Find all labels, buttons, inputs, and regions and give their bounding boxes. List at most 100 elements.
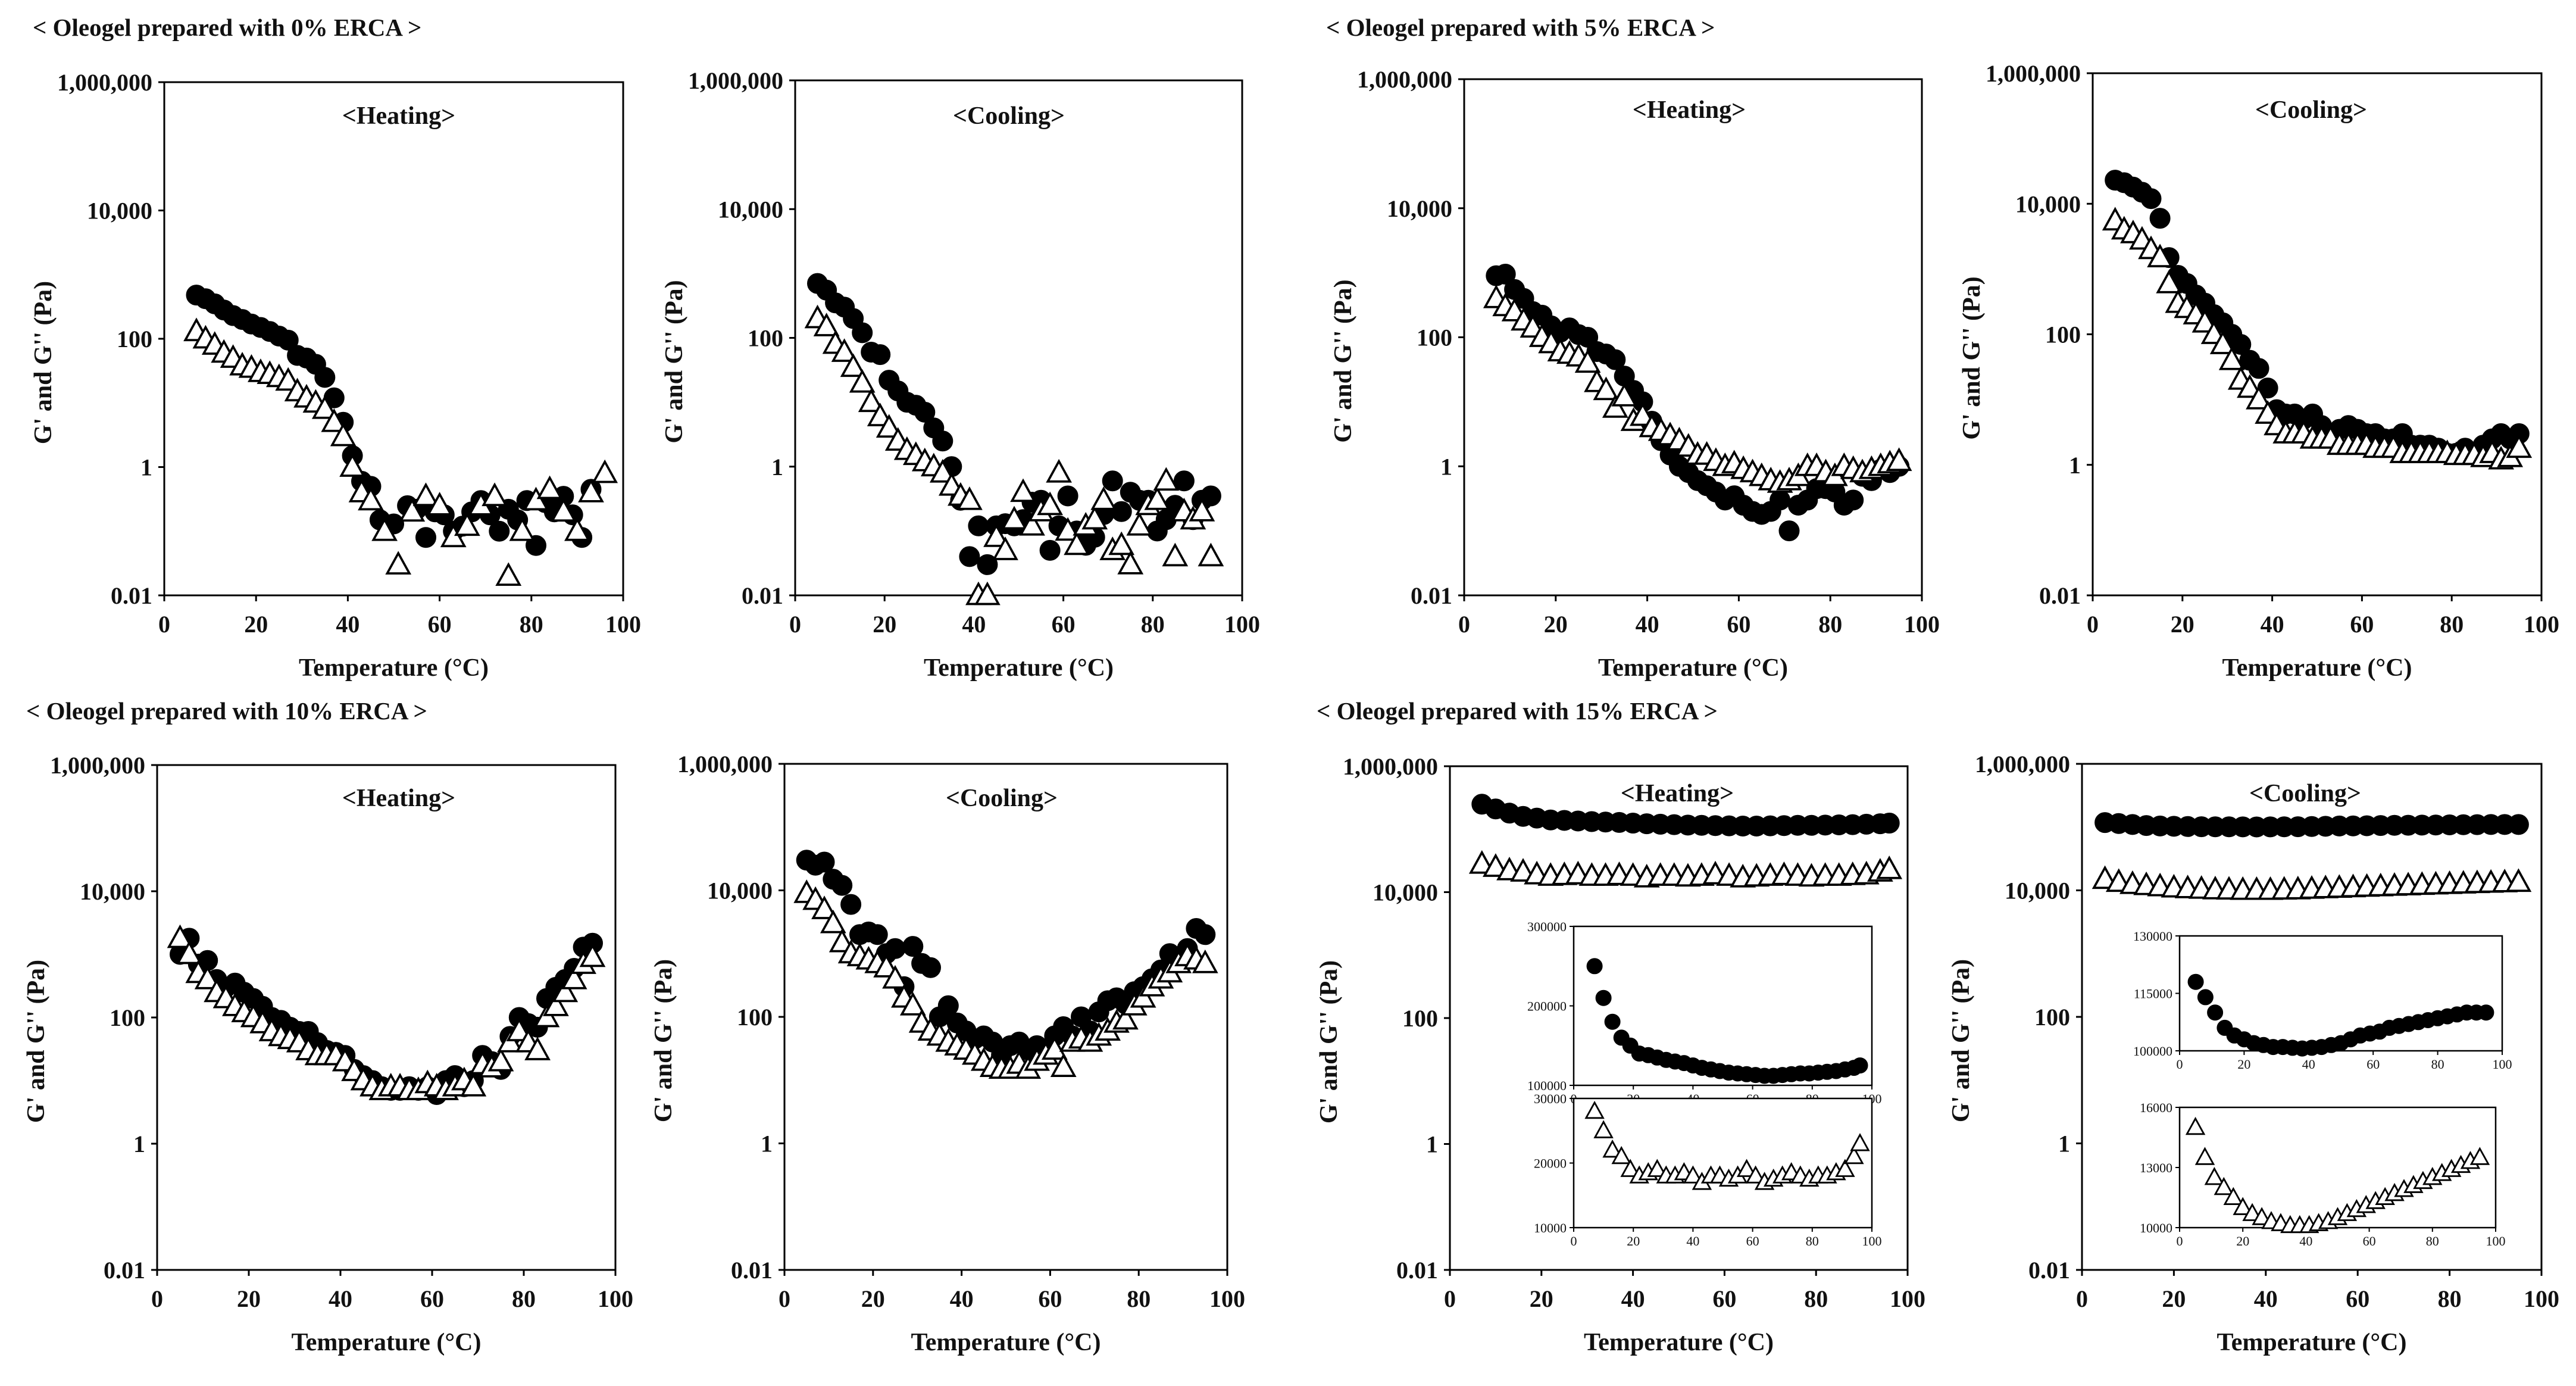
data-point <box>1064 531 1090 555</box>
x-tick-label: 60 <box>1052 611 1076 638</box>
inset-y-tick-label: 30000 <box>1534 1091 1567 1106</box>
data-point <box>592 459 618 483</box>
data-point <box>167 924 193 948</box>
inset-y-tick-label: 100000 <box>2133 1044 2172 1059</box>
data-point <box>1108 531 1135 555</box>
y-tick-label: 1 <box>771 454 783 480</box>
data-point <box>2255 400 2281 424</box>
y-tick-label: 100 <box>2034 1004 2070 1031</box>
inset-y-tick-label: 100000 <box>1527 1078 1567 1093</box>
y-axis-label: G' and G'' (Pa) <box>650 959 677 1122</box>
inset-y-tick-label: 10000 <box>2140 1220 2172 1235</box>
data-point <box>339 453 365 477</box>
y-axis-label: G' and G'' (Pa) <box>1330 279 1357 442</box>
x-tick-label: 0 <box>2087 611 2099 638</box>
x-axis-label: Temperature (°C) <box>1598 654 1788 682</box>
inset-data-point <box>1611 1145 1631 1165</box>
series-g-prime <box>1471 794 1900 836</box>
group-title-15pct: < Oleogel prepared with 15% ERCA > <box>1317 697 1718 725</box>
data-point <box>426 492 453 516</box>
data-point <box>968 515 989 536</box>
data-point <box>977 554 998 575</box>
x-axis-label: Temperature (°C) <box>911 1329 1101 1356</box>
data-point <box>543 992 569 1016</box>
data-point <box>399 498 426 522</box>
y-tick-label: 1 <box>1426 1131 1438 1158</box>
inset-data-point <box>2204 1167 2225 1185</box>
inset-y-tick-label: 130000 <box>2133 929 2172 944</box>
y-tick-label: 0.01 <box>2028 1257 2070 1284</box>
data-point <box>811 895 837 919</box>
inset-data-point <box>1852 1057 1868 1074</box>
data-point <box>1510 858 1536 882</box>
x-tick-label: 20 <box>861 1285 885 1312</box>
x-tick-label: 100 <box>1209 1285 1245 1312</box>
panel-title: <Heating> <box>342 102 455 130</box>
data-point <box>2230 334 2252 355</box>
y-tick-label: 1,000,000 <box>1975 751 2070 778</box>
data-point <box>884 938 906 959</box>
data-point <box>867 402 893 426</box>
inset-y-tick-label: 13000 <box>2140 1160 2172 1175</box>
x-tick-label: 40 <box>950 1285 974 1312</box>
data-point <box>330 422 357 447</box>
group-title-0pct: < Oleogel prepared with 0% ERCA > <box>33 14 422 41</box>
y-tick-label: 1 <box>2069 452 2081 479</box>
plot-frame <box>2092 72 2543 597</box>
series-g-prime <box>1486 264 1910 542</box>
x-tick-label: 80 <box>1804 1285 1828 1312</box>
data-point <box>506 1017 533 1041</box>
inset-data-point <box>1736 1159 1757 1177</box>
data-point <box>1192 949 1218 973</box>
inset-data-point <box>1683 1165 1703 1184</box>
y-tick-label: 10,000 <box>707 878 773 904</box>
inset-x-tick-label: 100 <box>1862 1234 1882 1248</box>
x-tick-label: 20 <box>1544 611 1568 638</box>
data-point <box>831 338 858 362</box>
x-tick-label: 0 <box>1444 1285 1456 1312</box>
data-point <box>564 517 590 541</box>
inset-data-point <box>1586 958 1603 975</box>
y-tick-label: 1 <box>2058 1131 2070 1157</box>
inset-x-tick-label: 40 <box>1686 1234 1699 1248</box>
data-point <box>914 401 936 423</box>
data-point <box>1876 856 1903 879</box>
y-axis-label: G' and G'' (Pa) <box>1315 960 1343 1123</box>
data-point <box>1046 458 1072 483</box>
data-point <box>523 486 549 511</box>
inset-x-tick-label: 0 <box>2177 1234 2183 1248</box>
data-point <box>1605 349 1626 370</box>
chart-panel-7: 0.01 1 100 10,000 1,000,000 0 20 40 60 80 100 Tempe… <box>1947 751 2559 1356</box>
inset-x-tick-label: 60 <box>2363 1234 2376 1248</box>
y-tick-label: 100 <box>2045 321 2081 348</box>
x-tick-label: 80 <box>2440 611 2464 638</box>
x-tick-label: 60 <box>1038 1285 1062 1312</box>
data-point <box>840 353 867 377</box>
data-point <box>509 517 536 541</box>
data-point <box>1468 850 1495 874</box>
inset-data-point <box>2187 973 2204 990</box>
x-tick-label: 100 <box>1904 611 1940 638</box>
inset-data-point <box>1844 1145 1864 1165</box>
inset-data-point <box>1620 1159 1640 1177</box>
data-point <box>415 527 436 548</box>
data-point <box>2506 434 2533 458</box>
y-tick-label: 100 <box>110 1004 145 1031</box>
data-point <box>311 395 338 419</box>
inset-frame <box>1573 925 1873 1087</box>
y-tick-label: 0.01 <box>1411 582 1452 609</box>
data-point <box>849 369 876 393</box>
chart-panel-1: 0.01 1 100 10,000 1,000,000 0 20 40 60 80 100 Tempe… <box>661 67 1260 682</box>
series-g-double-prime <box>1468 850 1903 888</box>
x-axis-label: Temperature (°C) <box>292 1329 482 1356</box>
data-point <box>1010 478 1036 502</box>
y-tick-label: 10,000 <box>80 878 145 905</box>
data-point <box>2156 269 2183 294</box>
inset-data-point <box>1850 1133 1870 1151</box>
data-point <box>1037 491 1063 516</box>
data-point <box>992 536 1018 560</box>
data-point <box>820 909 846 934</box>
series-g-double-prime <box>183 317 618 586</box>
series-g-double-prime <box>1483 285 1912 493</box>
data-point <box>867 924 888 945</box>
